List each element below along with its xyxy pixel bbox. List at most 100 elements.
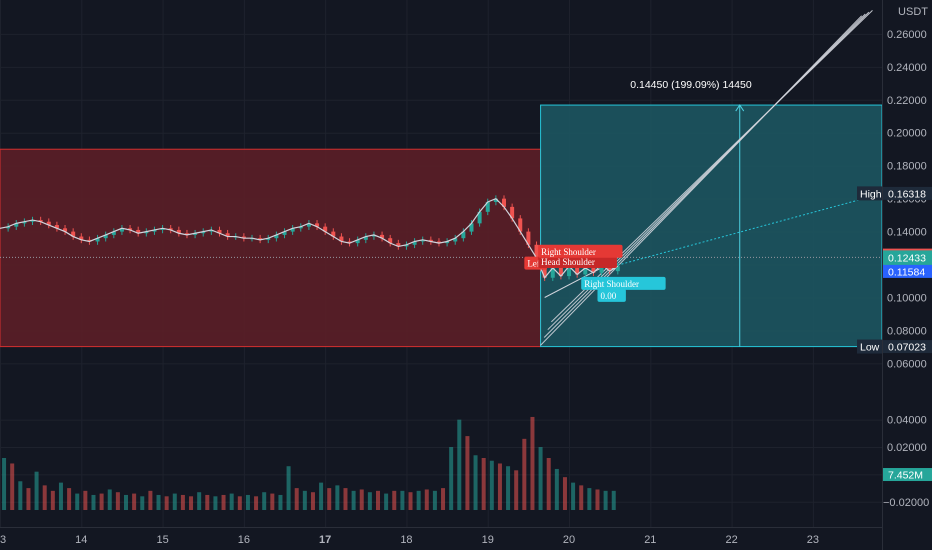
candle-body (290, 228, 295, 232)
time-tick-label: 19 (482, 534, 494, 546)
candle-body (87, 239, 92, 242)
volume-bar (99, 493, 104, 510)
high-label-box (857, 186, 882, 201)
candle-body (583, 267, 588, 275)
volume-bar (595, 489, 600, 510)
candle-body (453, 238, 458, 242)
measure-arrowhead (735, 104, 745, 112)
low-price-tag-box (883, 340, 932, 354)
high-price-tag-box (883, 186, 932, 200)
volume-bar (205, 494, 210, 510)
volume-bar (587, 488, 592, 510)
volume-bar (2, 458, 7, 510)
volume-bar (530, 416, 535, 510)
volume-bar (254, 496, 259, 510)
volume-bar (221, 494, 226, 510)
time-tick-label: 20 (563, 534, 575, 546)
price-tick-label: 0.18000 (887, 161, 927, 173)
candle-body (461, 231, 466, 239)
candle-body (575, 266, 580, 275)
candle-body (534, 244, 539, 258)
volume-bar (91, 494, 96, 510)
pattern-label-head: Head Shoulder (538, 254, 617, 268)
pattern-label-right-shoulder-red-text: Right Shoulder (541, 247, 596, 257)
volume-bar (384, 493, 389, 510)
candle-body (485, 201, 490, 212)
time-tick-label: 13 (0, 534, 6, 546)
pattern-label-right-shoulder-blue-box (581, 276, 666, 290)
volume-bar (42, 485, 47, 510)
volume-bar (132, 493, 137, 510)
volume-bar (603, 490, 608, 510)
candle-body (380, 234, 385, 239)
candle-body (306, 223, 311, 227)
volume-bar (408, 492, 413, 510)
candle-body (217, 229, 222, 234)
volume-bar (156, 494, 161, 510)
volume-bar (115, 492, 120, 510)
candle-body (274, 234, 279, 239)
volume-bar (270, 493, 275, 510)
candle-body (184, 233, 189, 235)
volume-bar (148, 490, 153, 510)
price-tick-label: 0.06000 (887, 358, 927, 370)
price-tick-label: 0.10000 (887, 293, 927, 305)
volume-bar (310, 492, 315, 510)
candle-body (599, 264, 604, 273)
volume-bar (554, 468, 559, 510)
high-label-text: High (860, 188, 882, 200)
candle-body (22, 221, 27, 224)
candle-body (436, 241, 441, 244)
time-tick-label: 15 (156, 534, 168, 546)
candle-body (420, 239, 425, 242)
fib-line (551, 10, 873, 323)
volume-bar (140, 496, 145, 510)
volume-bar (172, 493, 177, 510)
candle-body (542, 267, 547, 278)
volume-tag-value: 7.452M (888, 470, 923, 482)
candle-body (6, 226, 11, 229)
candle-body (63, 228, 68, 232)
volume-bar (571, 482, 576, 510)
time-tick-label: 23 (807, 534, 819, 546)
volume-bar (343, 488, 348, 510)
price-tick-label: 0.14000 (887, 227, 927, 239)
candle-body (371, 234, 376, 237)
volume-bar (424, 489, 429, 510)
volume-bar (83, 490, 88, 510)
candle-body (339, 236, 344, 242)
candle-body (298, 226, 303, 229)
currency-label: USDT (898, 6, 928, 18)
candle-body (38, 220, 43, 222)
candle-body (152, 229, 157, 232)
volume-bar (107, 489, 112, 510)
candle-body (347, 241, 352, 244)
long-position-zone (540, 104, 883, 348)
buy-price-tag-box (883, 264, 932, 278)
volume-bar (351, 490, 356, 510)
moving-average-line (0, 197, 619, 279)
candle-body (469, 223, 474, 232)
time-tick-label: 18 (400, 534, 412, 546)
candle-body (111, 231, 116, 235)
time-axis-panel (0, 527, 882, 550)
volume-bar (546, 458, 551, 510)
volume-bar (611, 490, 616, 510)
volume-bar (294, 488, 299, 510)
volume-bar (449, 447, 454, 510)
candle-body (241, 236, 246, 239)
volume-bar (213, 496, 218, 510)
candle-body (550, 267, 555, 278)
volume-bar (514, 470, 519, 510)
volume-bar (286, 466, 291, 510)
candle-body (79, 236, 84, 240)
time-tick-label: 14 (75, 534, 87, 546)
high-label: High (857, 186, 882, 201)
short-position-zone (0, 148, 542, 348)
candle-body (412, 241, 417, 245)
buy-price-tag: 0.11584 (883, 264, 932, 278)
volume-bar (58, 482, 63, 510)
volume-bar (164, 496, 169, 510)
candle-body (493, 198, 498, 202)
